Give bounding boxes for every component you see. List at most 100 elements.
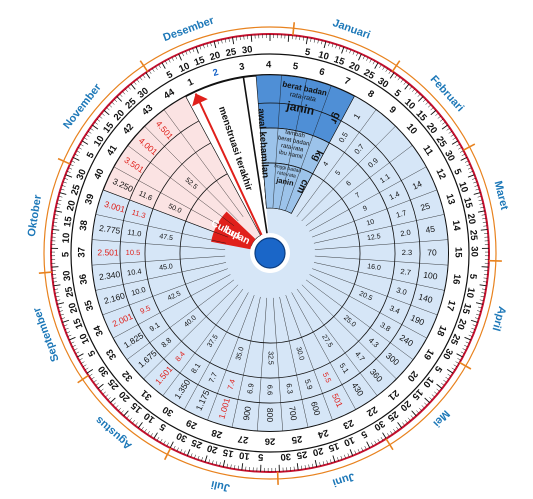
week-divider	[314, 255, 448, 266]
day-mark-30: 30	[61, 270, 73, 282]
day-tick	[465, 341, 470, 344]
day-tick	[78, 147, 82, 150]
day-tick	[332, 455, 336, 463]
week-divider	[301, 126, 396, 222]
day-tick	[85, 134, 90, 137]
day-tick	[345, 48, 348, 52]
day-tick	[96, 118, 101, 122]
day-tick	[97, 383, 104, 389]
day-tick	[93, 379, 97, 383]
week-divider	[257, 297, 267, 431]
day-tick	[183, 450, 186, 455]
week-divider	[312, 189, 437, 238]
week-number: 18	[434, 324, 448, 338]
week-divider	[95, 262, 227, 291]
day-tick	[461, 153, 466, 157]
day-tick	[113, 98, 118, 103]
week-number: 39	[83, 193, 97, 206]
week-number: 25	[290, 433, 303, 445]
menstruasi-pointer[interactable]	[194, 93, 263, 236]
month-label-oktober: Oktober	[26, 193, 45, 237]
week-divider	[96, 214, 227, 244]
day-tick	[451, 140, 459, 145]
day-tick	[437, 115, 442, 119]
label-tinggi-3: janin	[275, 175, 295, 188]
day-mark-5: 5	[85, 150, 98, 161]
day-tick	[101, 112, 105, 116]
day-mark-25: 25	[225, 46, 238, 59]
day-tick	[287, 34, 290, 42]
day-tick	[64, 327, 69, 330]
day-tick	[109, 397, 116, 404]
tinggi-value: 5	[334, 169, 342, 177]
week-divider	[184, 292, 249, 410]
berat-ibu-value: 5.9	[303, 378, 315, 391]
outer-edge	[43, 26, 497, 480]
day-tick	[321, 40, 323, 45]
week-number: 34	[91, 323, 106, 338]
day-tick	[130, 83, 136, 90]
day-tick	[108, 104, 113, 108]
day-tick	[326, 460, 328, 465]
day-tick	[156, 437, 160, 441]
label-berat-ibu-4: ibu hamil	[278, 150, 303, 161]
week-divider	[313, 262, 445, 291]
day-tick	[163, 440, 166, 445]
day-tick	[441, 382, 445, 386]
day-tick	[239, 36, 241, 41]
berat-ibu-value: 6.6	[266, 385, 275, 395]
day-mark-15: 15	[461, 196, 474, 210]
day-tick	[61, 317, 66, 320]
day-tick	[364, 445, 367, 450]
day-tick	[448, 131, 453, 134]
day-tick	[424, 397, 431, 404]
day-mark-15: 15	[459, 302, 473, 316]
day-tick	[67, 334, 72, 337]
day-tick	[188, 49, 191, 54]
day-tick	[144, 428, 147, 433]
day-tick	[410, 415, 414, 419]
berat-janin-value: 14	[411, 178, 424, 191]
day-tick	[94, 121, 98, 125]
tinggi-value: 47.5	[159, 233, 174, 242]
day-tick	[455, 361, 460, 364]
day-tick	[129, 417, 133, 422]
week-number: 38	[78, 220, 90, 232]
day-tick	[439, 118, 444, 122]
day-tick	[366, 57, 369, 61]
month-boundary-tick	[38, 271, 52, 275]
day-tick	[66, 331, 70, 334]
berat-ibu-value: 6.3	[284, 383, 294, 395]
day-tick	[479, 299, 484, 301]
kehamilan-pointer[interactable]	[242, 76, 268, 234]
tinggi-value: 32.5	[267, 351, 274, 365]
week-divider	[273, 297, 283, 431]
day-tick	[197, 455, 200, 460]
day-tick	[472, 324, 477, 327]
day-tick	[70, 341, 75, 344]
day-tick	[478, 306, 483, 309]
day-tick	[92, 124, 99, 130]
week-number: 1	[186, 76, 196, 89]
day-tick	[478, 199, 483, 202]
week-divider	[162, 288, 244, 396]
day-tick	[76, 150, 81, 153]
day-tick	[145, 72, 151, 79]
berat-janin-value: 2.340	[98, 269, 121, 282]
week-number: 16	[450, 273, 462, 285]
day-tick	[88, 373, 93, 377]
day-tick	[62, 181, 67, 184]
week-number: 27	[237, 433, 249, 445]
berat-janin-value: 45	[425, 224, 436, 235]
day-tick	[388, 70, 392, 74]
day-tick	[89, 127, 94, 131]
week-number: 28	[210, 427, 223, 441]
berat-ibu-value: 3.0	[395, 285, 408, 297]
pointers[interactable]	[192, 76, 268, 236]
day-mark-30: 30	[241, 44, 253, 56]
tinggi-value: 12.5	[367, 233, 382, 242]
day-tick	[115, 405, 119, 409]
center-hub[interactable]	[254, 237, 286, 269]
day-tick	[445, 376, 449, 380]
